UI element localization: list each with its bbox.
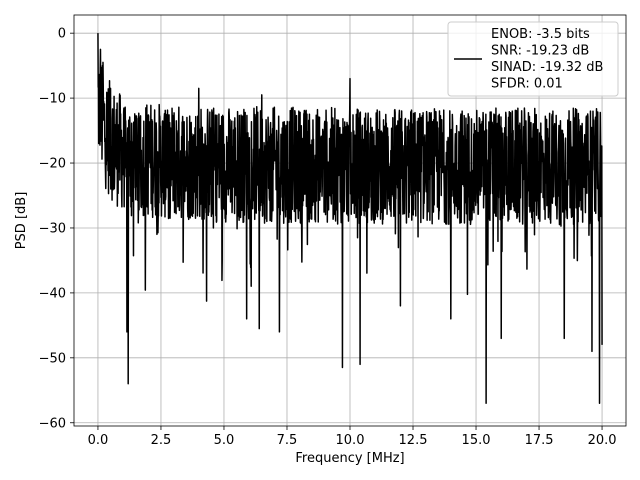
y-tick-label: −30 [39, 221, 66, 236]
x-tick-label: 2.5 [151, 433, 172, 448]
x-tick-label: 7.5 [277, 433, 298, 448]
y-axis-label: PSD [dB] [14, 192, 29, 250]
y-tick-label: −50 [39, 351, 66, 366]
x-axis-label: Frequency [MHz] [295, 451, 404, 466]
psd-series-line [97, 33, 603, 405]
legend-sinad: SINAD: -19.32 dB [491, 60, 603, 75]
x-tick-label: 17.5 [525, 433, 554, 448]
legend-enob: ENOB: -3.5 bits [491, 27, 590, 42]
x-tick-label: 0.0 [88, 433, 109, 448]
x-tick-label: 12.5 [399, 433, 428, 448]
x-tick-label: 15.0 [462, 433, 491, 448]
axis-ticks: 0.0 2.5 5.0 7.5 10.0 12.5 15.0 17.5 20.0 0 −10 −20 −… [39, 27, 617, 448]
y-tick-label: −10 [39, 92, 66, 107]
y-tick-label: −40 [39, 286, 66, 301]
x-tick-label: 20.0 [588, 433, 617, 448]
legend-sfdr: SFDR: 0.01 [491, 77, 563, 92]
x-tick-label: 10.0 [336, 433, 365, 448]
legend-snr: SNR: -19.23 dB [491, 44, 589, 59]
plot-area [97, 33, 603, 405]
legend-box [447, 21, 619, 97]
y-tick-label: −20 [39, 157, 66, 172]
legend: ENOB: -3.5 bits SNR: -19.23 dB SINAD: -1… [447, 21, 619, 97]
y-tick-label: 0 [58, 27, 66, 42]
y-tick-label: −60 [39, 416, 66, 431]
x-tick-label: 5.0 [214, 433, 235, 448]
